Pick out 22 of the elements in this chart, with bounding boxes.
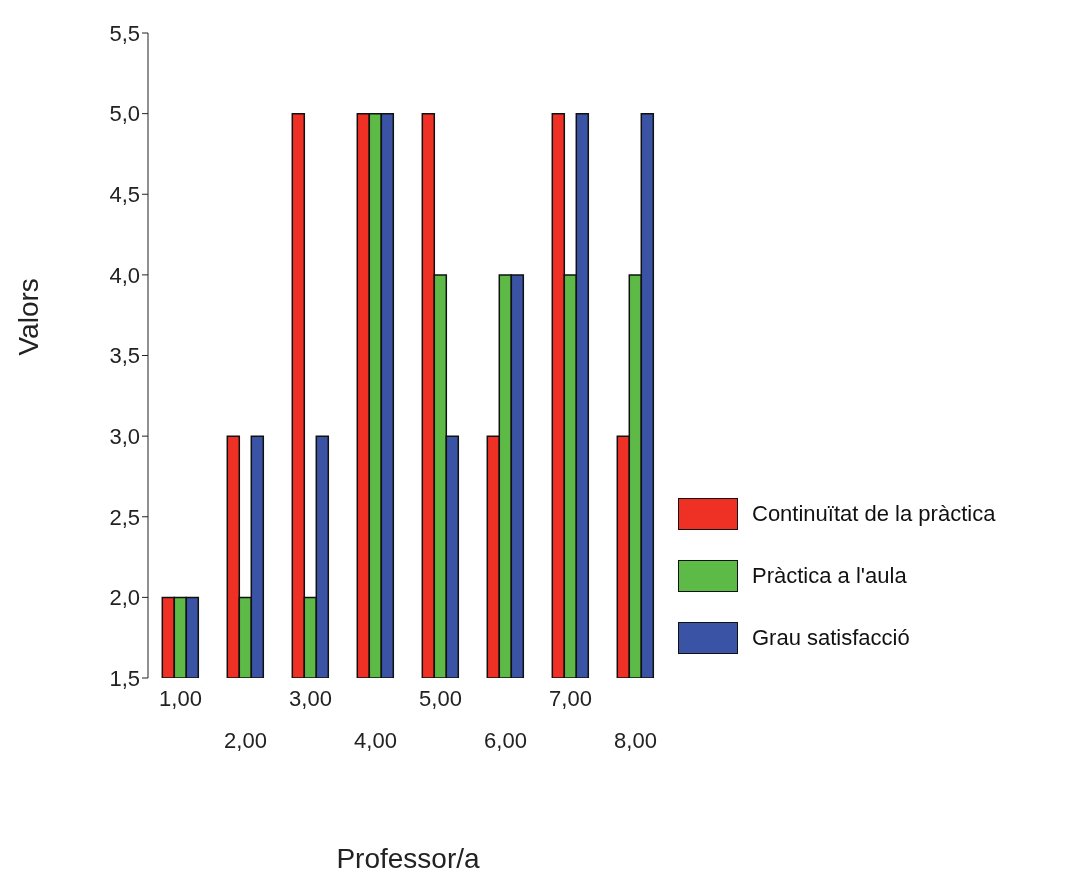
y-tick-label: 2,0 — [109, 585, 140, 611]
x-tick-label: 5,00 — [419, 686, 462, 711]
x-tick-label: 2,00 — [224, 728, 267, 753]
x-tick-label: 4,00 — [354, 728, 397, 753]
y-tick-label: 4,5 — [109, 182, 140, 208]
y-tick-label: 1,5 — [109, 665, 140, 691]
legend-label: Pràctica a l'aula — [752, 563, 907, 589]
x-tick-label: 1,00 — [159, 686, 202, 711]
y-tick-label: 4,0 — [109, 262, 140, 288]
x-tick-label: 7,00 — [549, 686, 592, 711]
legend-label: Continuïtat de la pràctica — [752, 501, 996, 527]
y-tick-label: 5,0 — [109, 101, 140, 127]
x-tick-label: 3,00 — [289, 686, 332, 711]
y-tick-label: 3,5 — [109, 343, 140, 369]
legend-label: Grau satisfacció — [752, 625, 910, 651]
x-tick-label: 6,00 — [484, 728, 527, 753]
y-tick-label: 3,0 — [109, 423, 140, 449]
y-tick-label: 5,5 — [109, 20, 140, 46]
y-axis-title: Valors — [12, 278, 44, 356]
x-axis-title: Professor/a — [336, 843, 481, 874]
x-tick-label: 8,00 — [614, 728, 657, 753]
y-tick-label: 2,5 — [109, 504, 140, 530]
